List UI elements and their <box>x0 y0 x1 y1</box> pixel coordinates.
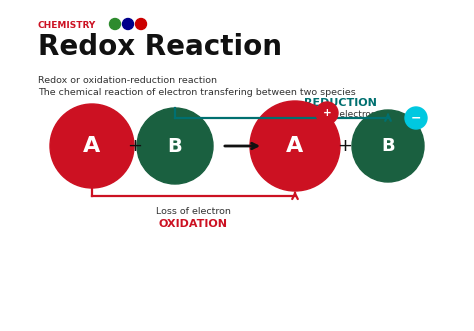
Text: B: B <box>381 137 395 155</box>
Circle shape <box>316 102 338 124</box>
Circle shape <box>405 107 427 129</box>
Text: A: A <box>286 136 304 156</box>
Circle shape <box>122 19 134 29</box>
Text: B: B <box>168 136 182 156</box>
Circle shape <box>250 101 340 191</box>
Text: Redox Reaction: Redox Reaction <box>38 33 282 61</box>
Text: Redox or oxidation-reduction reaction: Redox or oxidation-reduction reaction <box>38 76 217 85</box>
Text: −: − <box>411 112 421 124</box>
Circle shape <box>109 19 120 29</box>
Text: +: + <box>323 108 331 118</box>
Text: REDUCTION: REDUCTION <box>303 98 376 108</box>
Circle shape <box>352 110 424 182</box>
Circle shape <box>50 104 134 188</box>
Circle shape <box>137 108 213 184</box>
Text: CHEMISTRY: CHEMISTRY <box>38 21 96 30</box>
Text: Loss of electron: Loss of electron <box>156 207 231 216</box>
Circle shape <box>136 19 146 29</box>
Text: A: A <box>83 136 100 156</box>
Text: The chemical reaction of electron transfering between two species: The chemical reaction of electron transf… <box>38 88 356 97</box>
Text: Gain of electron: Gain of electron <box>304 110 376 119</box>
Text: OXIDATION: OXIDATION <box>159 219 228 229</box>
Text: +: + <box>128 137 143 155</box>
Text: +: + <box>337 137 353 155</box>
